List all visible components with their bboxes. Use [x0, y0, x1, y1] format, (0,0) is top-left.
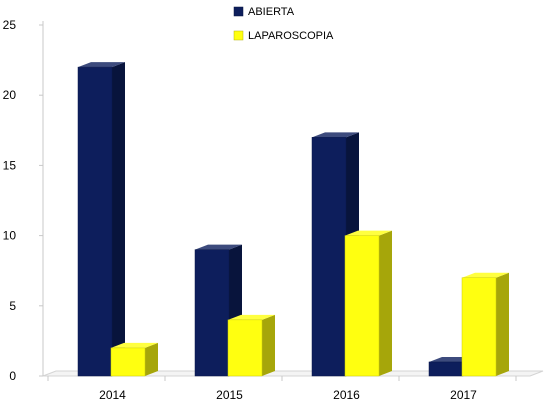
y-tick-label: 20	[3, 88, 17, 102]
bar-laparoscopia-2015	[227, 314, 275, 377]
y-tick-label: 10	[3, 229, 17, 243]
x-tick-label: 2014	[99, 388, 126, 402]
bar-side	[145, 342, 158, 376]
legend-label: ABIERTA	[248, 6, 295, 18]
legend-swatch	[233, 30, 244, 41]
bar-side	[379, 230, 392, 376]
bar-front	[227, 319, 263, 377]
y-tick-label: 0	[9, 369, 16, 383]
bar-laparoscopia-2016	[344, 230, 392, 377]
legend-swatch	[233, 6, 244, 17]
x-tick-label: 2015	[216, 388, 243, 402]
tick-labels: 0 5 10 15 20 25 2014 2015 2016 2017	[3, 18, 478, 402]
bar-front	[77, 66, 113, 377]
legend-item-laparoscopia: LAPAROSCOPIA	[233, 30, 334, 42]
bar-top	[345, 230, 392, 236]
bar-abierta-2015	[194, 244, 242, 377]
x-tick-label: 2017	[450, 388, 477, 402]
bar-side	[112, 62, 125, 377]
bar-top	[228, 314, 275, 320]
legend-label: LAPAROSCOPIA	[248, 30, 334, 42]
bar-top	[195, 244, 242, 250]
bar-front	[428, 361, 464, 377]
bar-front	[311, 137, 347, 377]
y-tick-label: 25	[3, 18, 17, 32]
y-tick-label: 5	[9, 299, 16, 313]
legend-item-abierta: ABIERTA	[233, 6, 295, 18]
bars	[77, 62, 509, 377]
bar-side	[262, 314, 275, 376]
bar-top	[111, 342, 158, 348]
bar-front	[110, 347, 146, 377]
bar-side	[496, 272, 509, 376]
bar-top	[312, 132, 359, 138]
y-tick-label: 15	[3, 158, 17, 172]
bar-laparoscopia-2017	[461, 272, 509, 377]
bar-front	[344, 235, 380, 377]
bar-laparoscopia-2014	[110, 342, 158, 377]
bar-front	[461, 277, 497, 377]
bar-top	[462, 272, 509, 278]
bar-top	[78, 62, 125, 68]
legend: ABIERTA LAPAROSCOPIA	[233, 6, 334, 42]
bar-front	[194, 249, 230, 377]
bar-abierta-2014	[77, 62, 125, 377]
x-tick-label: 2016	[333, 388, 360, 402]
